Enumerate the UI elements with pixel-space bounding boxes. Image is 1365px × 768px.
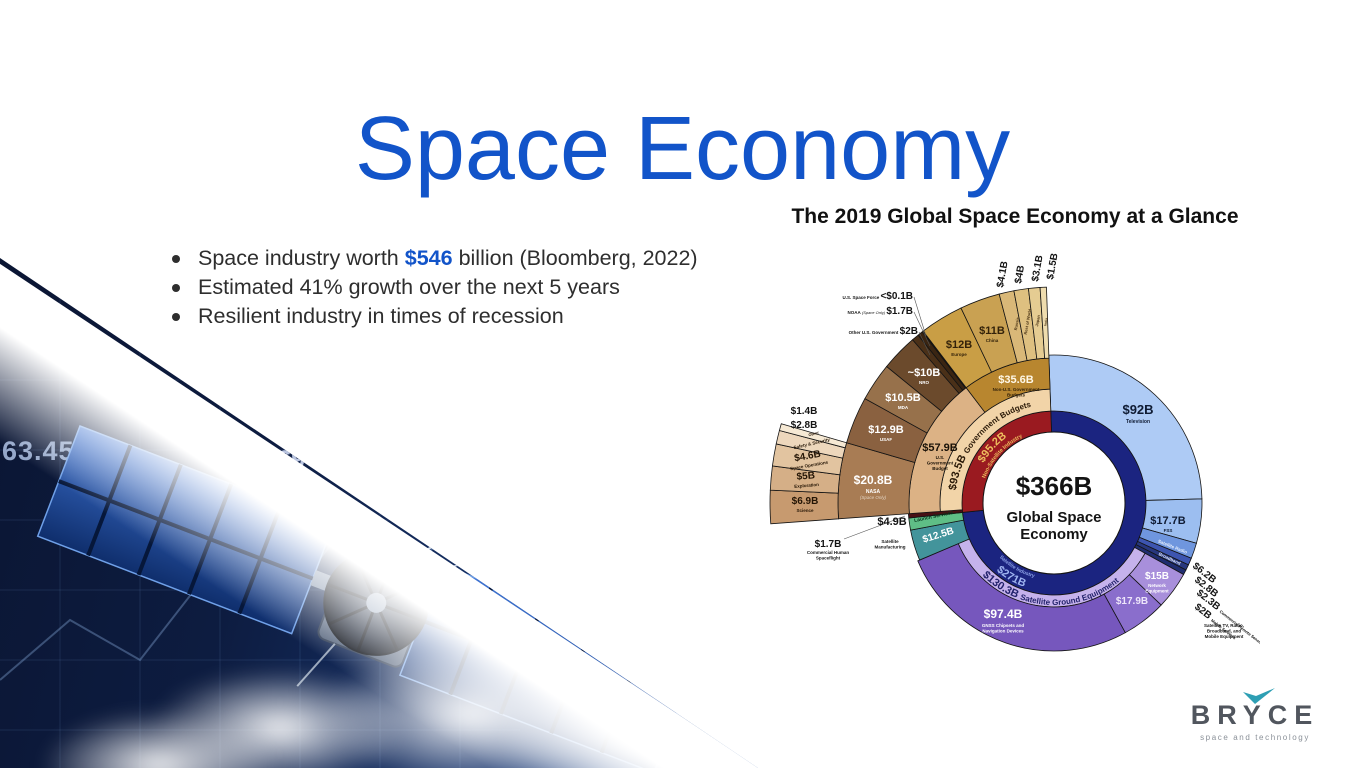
svg-text:NOAA (Space Only) $1.7B: NOAA (Space Only) $1.7B: [848, 306, 913, 317]
bullet-dot: [172, 313, 180, 321]
satellite-tv-equipment-label: $17.9B: [1116, 596, 1148, 607]
svg-text:Satellite TV, Radio,Broadband,: Satellite TV, Radio, Broadband, and Mobile…: [1204, 623, 1244, 639]
europe-label: $12B Europe: [946, 339, 972, 357]
commercial-human-spaceflight-label: $1.7B Commercial Human Spaceflight: [807, 539, 850, 561]
svg-text:Global Space: Global Space: [1006, 509, 1101, 526]
usaf-label: $12.9B USAF: [868, 424, 904, 442]
bullet-item: Estimated 41% growth over the next 5 yea…: [172, 273, 732, 302]
center-value: $366B: [1016, 471, 1093, 501]
mda-label: $10.5B MDA: [885, 392, 921, 410]
bryce-logo-text: BRYCE: [1191, 688, 1320, 731]
svg-text:Other U.S. Government $2B: Other U.S. Government $2B: [849, 326, 918, 337]
other-nasa-label: Other: [808, 430, 820, 438]
russia-value: $4.1B: [995, 260, 1010, 288]
segment-other-nasa: [778, 423, 848, 449]
rest-of-world-value: $4B: [1013, 265, 1027, 285]
svg-text:Japan: Japan: [1034, 314, 1041, 327]
bryce-tagline: space and technology: [1200, 733, 1310, 742]
bullet-item: Space industry worth $546 billion (Bloom…: [172, 244, 732, 273]
satellite-tv-equipment-label: Satellite TV, Radio, Broadband, and Mobile…: [1204, 623, 1244, 639]
svg-text:Other: Other: [808, 430, 820, 438]
us-government-budget-label: $57.9B U.S. Government Budget: [922, 442, 958, 471]
japan-value: $3.1B: [1030, 254, 1045, 282]
bryce-swoosh-icon: [1242, 688, 1275, 704]
launch-services-value: $4.9B: [877, 516, 906, 528]
nasa-label: $20.8B NASA (Space Only): [854, 473, 893, 500]
svg-text:India: India: [1043, 317, 1048, 326]
segment-television: [1048, 354, 1203, 501]
japan-label: Japan: [1034, 314, 1041, 327]
safety-security-value: $2.8B: [791, 420, 818, 431]
svg-text:$5BExploration: $5BExploration: [793, 470, 819, 489]
nro-label: ~$10B NRO: [908, 367, 941, 385]
bullet-list: Space industry worth $546 billion (Bloom…: [172, 244, 732, 331]
leader-line: [843, 515, 906, 540]
svg-text:$1.5B: $1.5B: [1045, 252, 1060, 280]
other-us-gov-label: Other U.S. Government $2B: [849, 326, 918, 337]
bryce-logo: BRYCE space and technology: [1180, 688, 1330, 742]
leader-line: [913, 311, 931, 347]
fss-label: $17.7B FSS: [1150, 515, 1186, 533]
svg-text:$4.1B: $4.1B: [995, 260, 1010, 288]
svg-text:Economy: Economy: [1020, 526, 1088, 543]
other-nasa-value: $1.4B: [791, 406, 818, 417]
center-label-2: Economy: [1020, 526, 1088, 543]
svg-text:$4.6BSpace Operations: $4.6BSpace Operations: [788, 448, 829, 471]
segment-india: [1039, 286, 1050, 359]
india-value: $1.5B: [1045, 252, 1060, 280]
leader-line: [918, 331, 931, 356]
noaa-label: NOAA (Space Only) $1.7B: [848, 306, 913, 317]
exploration-label: $5BExploration: [793, 470, 819, 489]
rest-of-world-label: Rest of World: [1023, 308, 1033, 335]
china-label: $11B China: [979, 325, 1005, 343]
bullet-item: Resilient industry in times of recession: [172, 302, 732, 331]
svg-text:$1.4B: $1.4B: [791, 406, 818, 417]
leader-line: [913, 296, 927, 337]
center-circle: [982, 431, 1126, 575]
non-us-government-budgets-label: $35.6B Non-U.S. Government Budgets: [993, 374, 1040, 398]
svg-text:$2.8B: $2.8B: [791, 420, 818, 431]
science-label: $6.9B Science: [792, 496, 819, 513]
svg-text:$4.9B: $4.9B: [877, 516, 906, 528]
bullet-dot: [172, 284, 180, 292]
india-label: India: [1043, 317, 1048, 326]
svg-text:$4B: $4B: [1013, 265, 1027, 285]
svg-text:U.S. Space Force <$0.1B: U.S. Space Force <$0.1B: [842, 291, 913, 302]
center-label-1: Global Space: [1006, 509, 1101, 526]
space-operations-label: $4.6BSpace Operations: [788, 448, 829, 471]
network-equipment-label: $15B Network Equipment: [1145, 571, 1169, 594]
russia-label: Russia: [1013, 316, 1020, 331]
gnss-chipsets-label: $97.4B GNSS Chipsets and Navigation Device…: [982, 607, 1025, 634]
us-space-force-label: U.S. Space Force <$0.1B: [842, 291, 913, 302]
svg-text:Russia: Russia: [1013, 316, 1020, 331]
svg-text:Rest of World: Rest of World: [1023, 308, 1033, 335]
segment-gnss-chipsets: [917, 543, 1126, 652]
chart-title: The 2019 Global Space Economy at a Glanc…: [791, 205, 1239, 228]
svg-text:$17.9B: $17.9B: [1116, 596, 1148, 607]
page-title: Space Economy: [354, 99, 1011, 200]
bullet-dot: [172, 255, 180, 263]
svg-text:$3.1B: $3.1B: [1030, 254, 1045, 282]
television-label: $92B Television: [1122, 402, 1153, 425]
svg-text:$366B: $366B: [1016, 471, 1093, 501]
satellite-manufacturing-label: Satellite Manufacturing: [875, 539, 906, 550]
